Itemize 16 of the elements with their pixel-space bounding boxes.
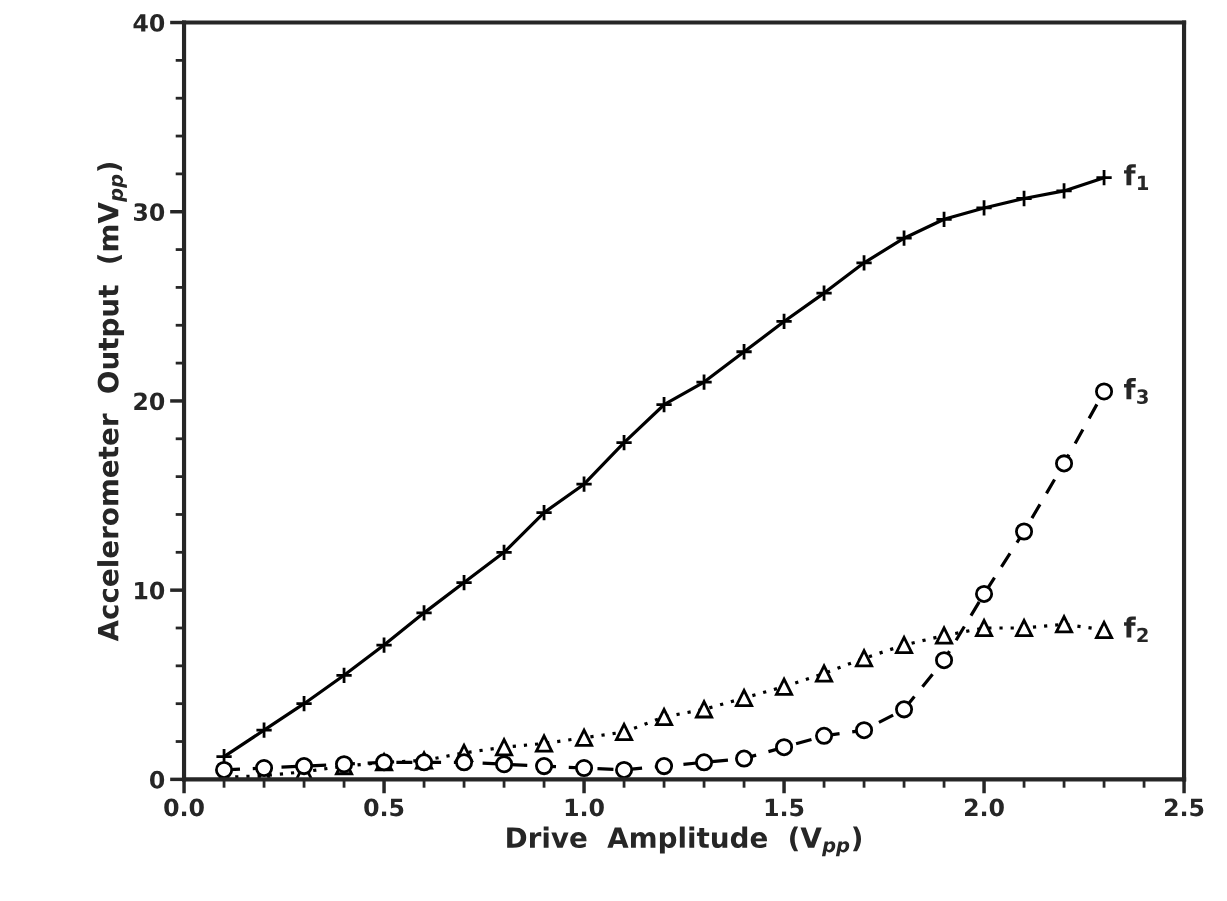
x-tick-label: 1.5	[765, 798, 804, 817]
y-axis-title: Accelerometer Output (mV$_{pp}$)	[97, 162, 127, 642]
series-label: f$_{2}$	[1124, 616, 1148, 643]
x-tick-label: 1.0	[565, 798, 604, 817]
y-tick-label: 30	[134, 203, 165, 222]
series-label: f$_{3}$	[1124, 378, 1148, 404]
y-tick-label: 0	[150, 770, 165, 789]
x-tick-label: 2.0	[965, 798, 1004, 817]
y-tick-label: 40	[133, 13, 165, 32]
x-tick-label: 2.5	[1165, 798, 1204, 817]
y-tick-label: 20	[134, 392, 165, 411]
x-axis-title: Drive Amplitude (V$_{pp}$)	[507, 826, 862, 857]
x-tick-label: 0.5	[364, 798, 404, 817]
x-tick-label: 0.0	[164, 798, 204, 817]
y-tick-label: 10	[135, 581, 165, 600]
series-label: f$_{1}$	[1124, 164, 1149, 190]
